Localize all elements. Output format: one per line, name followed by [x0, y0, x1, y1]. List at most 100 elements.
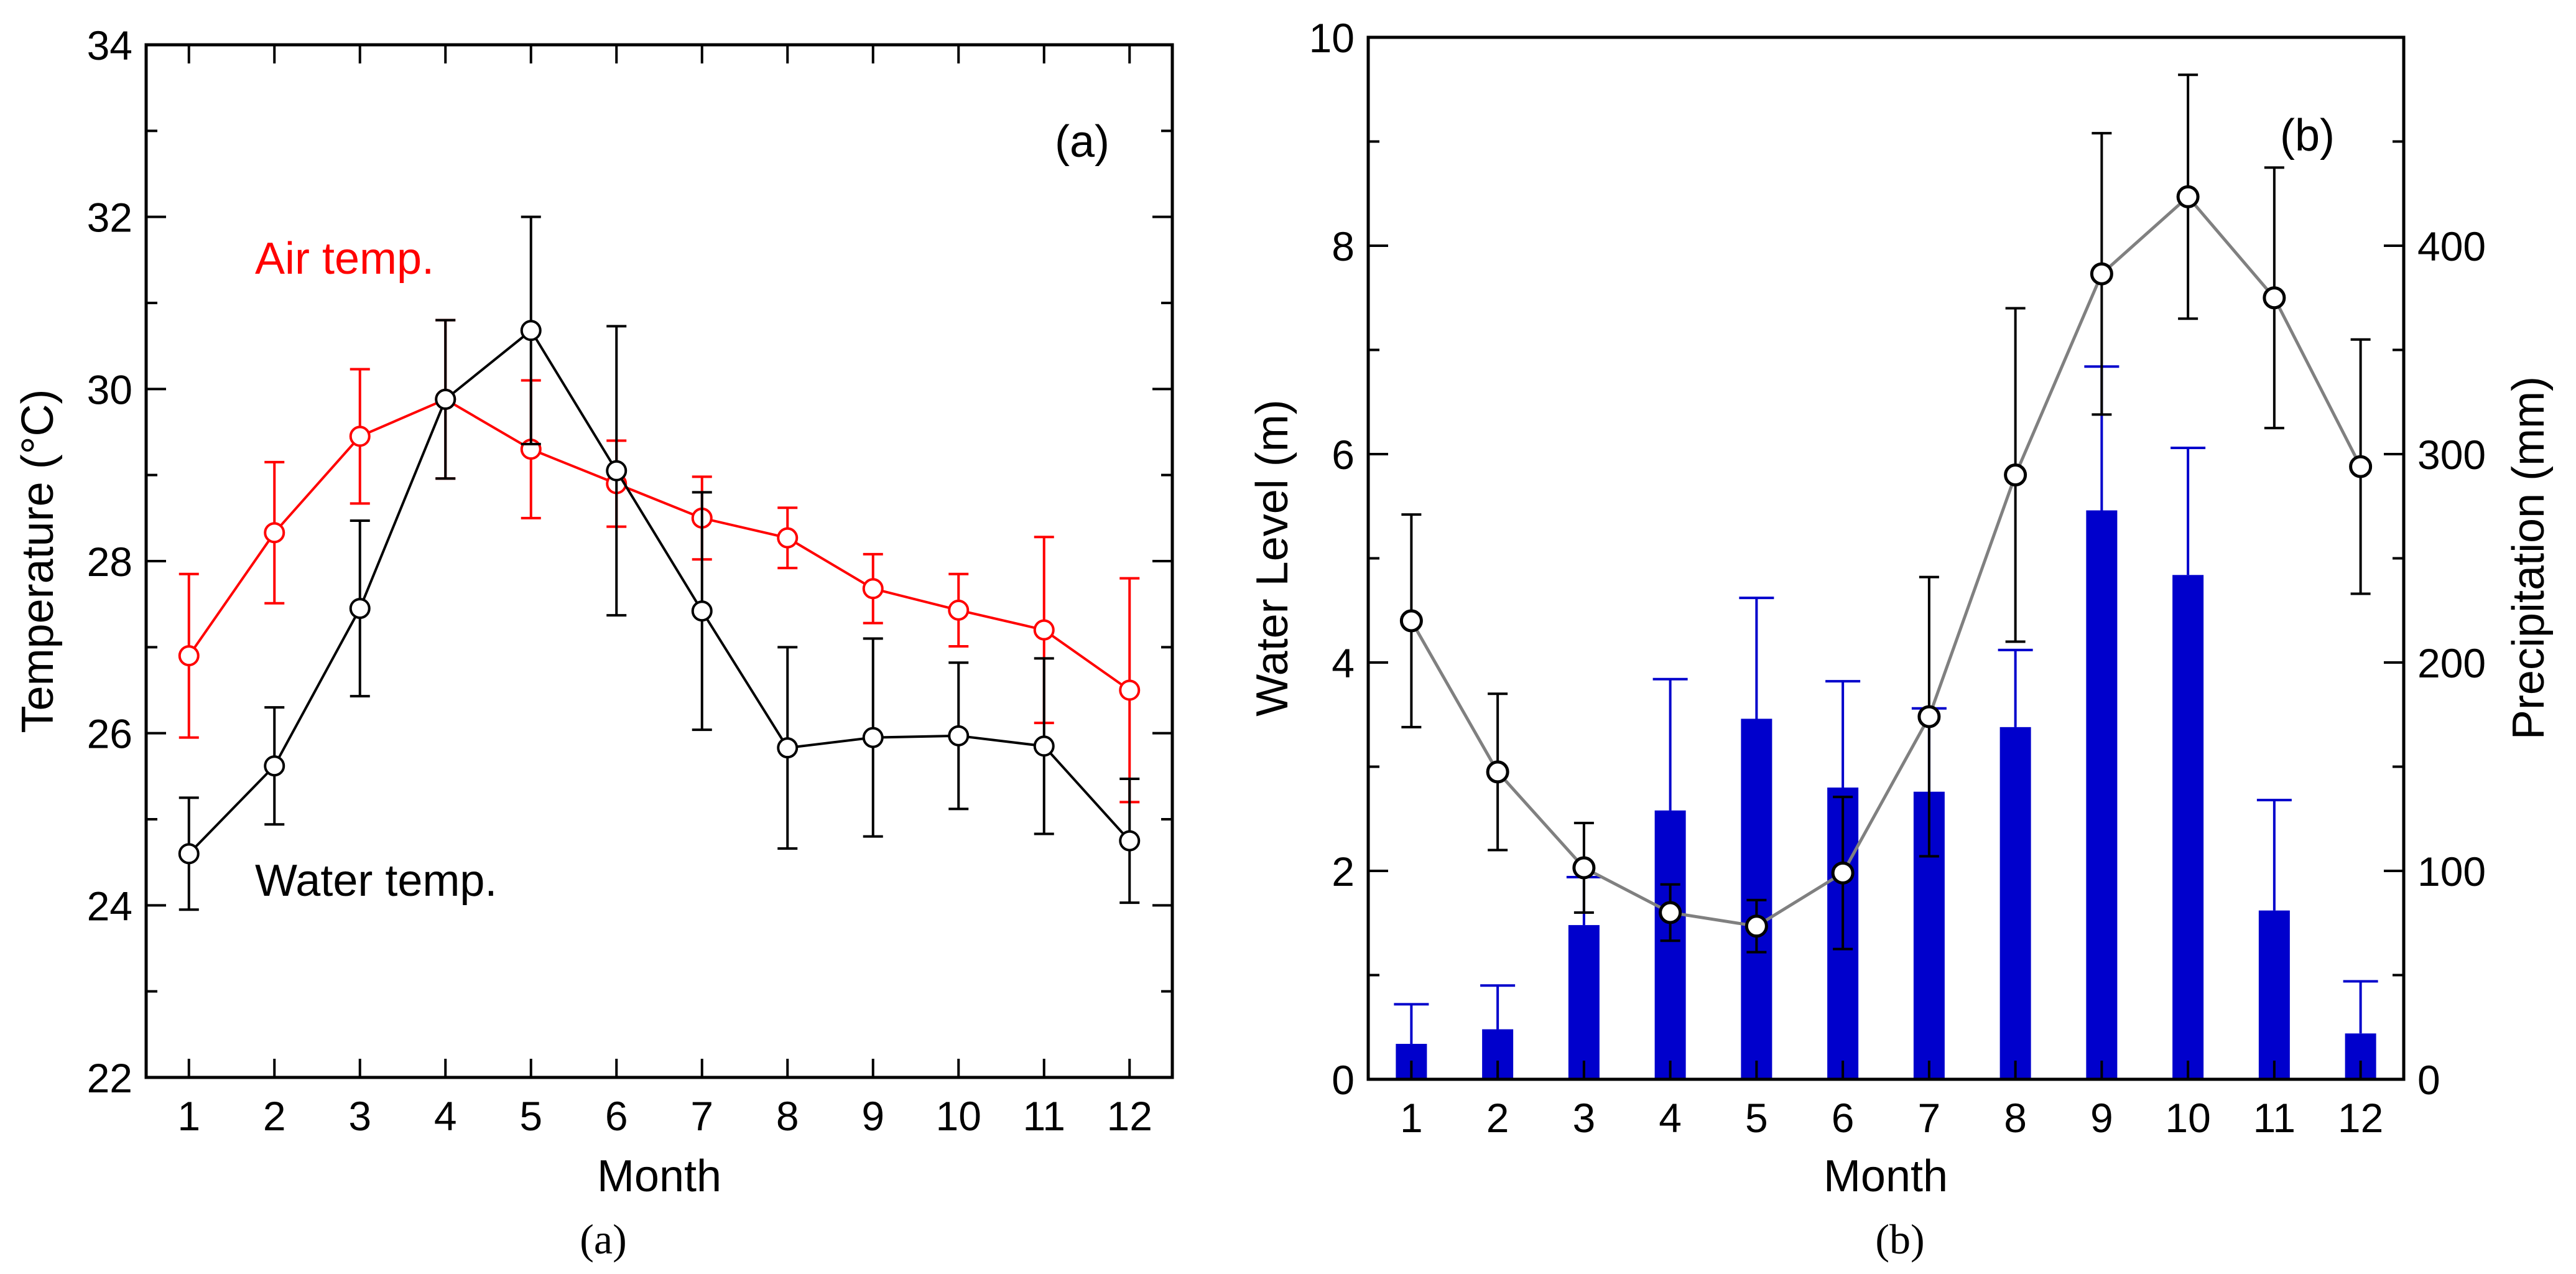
b-right-y-tick-label: 200 — [2417, 640, 2486, 686]
b-series-layer — [1399, 73, 2373, 954]
b-water-level-point — [2263, 286, 2286, 310]
b-y-axis-label: Water Level (m) — [1248, 399, 1297, 716]
a-series-layer — [178, 215, 1141, 911]
b-water-level-point — [1399, 609, 1423, 633]
b-y-tick-label: 2 — [1332, 849, 1355, 895]
a-y-tick-label: 24 — [87, 883, 132, 929]
a-water-temp-point — [606, 460, 628, 481]
a-water-temp-point — [178, 843, 200, 865]
b-x-tick-label: 9 — [2090, 1095, 2113, 1141]
a-x-tick-label: 4 — [434, 1093, 457, 1139]
b-precip-bar — [2086, 510, 2118, 1079]
a-water-temp-point — [435, 388, 456, 410]
a-x-tick-label: 10 — [936, 1093, 981, 1139]
b-y-tick-label: 8 — [1332, 223, 1355, 269]
b-x-tick-label: 11 — [2253, 1095, 2296, 1141]
a-x-tick-label: 11 — [1022, 1093, 1065, 1139]
a-air-temp-line — [188, 398, 1131, 692]
a-y-tick-label: 30 — [87, 366, 132, 412]
b-water-level-point — [2349, 455, 2373, 478]
a-water-temp-point — [1033, 735, 1055, 757]
a-y-axis-label: Temperature (°C) — [13, 389, 63, 733]
a-air-temp-point — [178, 645, 200, 667]
a-air-temp-point — [349, 425, 371, 447]
a-x-tick-label: 1 — [177, 1093, 200, 1139]
b-x-axis-label: Month — [1823, 1151, 1948, 1201]
a-air-temp-point — [862, 578, 884, 600]
b-x-tick-label: 2 — [1486, 1095, 1509, 1141]
a-air-temp-point — [1119, 679, 1141, 701]
b-x-tick-label: 6 — [1832, 1095, 1855, 1141]
b-x-tick-label: 12 — [2338, 1095, 2383, 1141]
b-x-tick-label: 7 — [1918, 1095, 1941, 1141]
b-water-level-point — [1917, 705, 1941, 728]
b-precip-bar — [1999, 727, 2031, 1079]
b-bars-layer — [1394, 365, 2378, 1079]
b-x-tick-label: 10 — [2165, 1095, 2210, 1141]
b-precip-bar — [1654, 810, 1686, 1079]
b-water-level-line — [1410, 194, 2362, 928]
b-right-y-tick-label: 0 — [2417, 1057, 2440, 1103]
b-water-level-point — [1744, 914, 1768, 938]
b-precip-bar — [2258, 910, 2290, 1079]
a-water-temp-point — [777, 737, 799, 759]
a-y-tick-label: 28 — [87, 539, 132, 585]
b-water-level-point — [2004, 463, 2027, 486]
a-caption: (a) — [580, 1216, 626, 1263]
b-right-y-tick-label: 100 — [2417, 849, 2486, 895]
b-y-tick-label: 10 — [1309, 15, 1355, 61]
a-water-temp-point — [349, 598, 371, 620]
b-right-y-tick-label: 400 — [2417, 223, 2486, 269]
a-water-temp-annotation: Water temp. — [255, 856, 497, 906]
b-x-tick-label: 5 — [1745, 1095, 1768, 1141]
b-water-level-point — [2090, 262, 2113, 286]
a-air-temp-point — [948, 599, 970, 621]
b-series-water-level — [1399, 73, 2373, 954]
a-water-temp-point — [520, 320, 542, 342]
a-x-tick-label: 9 — [861, 1093, 884, 1139]
b-water-level-point — [2176, 185, 2200, 208]
a-air-temp-annotation: Air temp. — [255, 234, 434, 284]
a-x-tick-label: 8 — [776, 1093, 799, 1139]
a-x-tick-label: 2 — [263, 1093, 286, 1139]
a-water-temp-point — [691, 600, 713, 622]
b-y2-axis-label: Precipitation (mm) — [2504, 376, 2554, 740]
b-y-tick-label: 0 — [1332, 1057, 1355, 1103]
b-water-level-point — [1486, 760, 1509, 784]
a-water-temp-point — [1119, 830, 1141, 852]
a-x-tick-label: 3 — [348, 1093, 371, 1139]
a-air-temp-point — [264, 522, 285, 544]
a-water-temp-point — [264, 755, 285, 777]
b-water-level-point — [1659, 901, 1682, 924]
b-x-tick-label: 3 — [1573, 1095, 1596, 1141]
a-water-temp-point — [862, 727, 884, 748]
a-x-tick-label: 6 — [605, 1093, 628, 1139]
a-y-tick-label: 32 — [87, 195, 132, 241]
b-y-tick-label: 6 — [1332, 432, 1355, 478]
b-x-tick-label: 8 — [2004, 1095, 2027, 1141]
a-panel-label: (a) — [1055, 117, 1110, 167]
b-x-tick-label: 4 — [1659, 1095, 1682, 1141]
a-air-temp-point — [1033, 619, 1055, 641]
a-water-temp-point — [948, 725, 970, 746]
b-water-level-point — [1831, 861, 1855, 885]
a-x-tick-label: 5 — [519, 1093, 542, 1139]
a-y-tick-label: 34 — [87, 22, 132, 68]
a-x-tick-label: 12 — [1107, 1093, 1152, 1139]
b-right-y-tick-label: 300 — [2417, 432, 2486, 478]
b-precip-bar — [1568, 925, 1600, 1079]
b-caption: (b) — [1875, 1216, 1924, 1263]
b-y-tick-label: 4 — [1332, 640, 1355, 686]
b-panel-label: (b) — [2280, 111, 2335, 160]
b-water-level-point — [1572, 856, 1596, 880]
a-series-water-temp — [178, 215, 1141, 911]
a-water-temp-line — [188, 328, 1131, 855]
a-y-tick-label: 26 — [87, 711, 132, 757]
a-x-tick-label: 7 — [690, 1093, 713, 1139]
a-x-axis-label: Month — [597, 1151, 721, 1201]
